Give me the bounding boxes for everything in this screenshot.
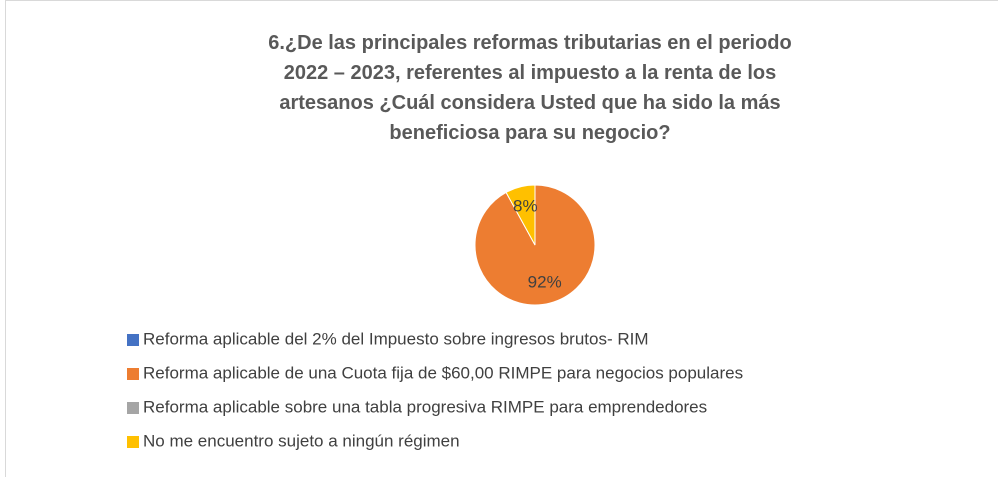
pie-slice [505, 184, 536, 246]
data-label: 92% [528, 272, 562, 291]
legend-swatch [127, 402, 139, 414]
legend-swatch [127, 368, 139, 380]
data-label: 8% [513, 197, 538, 216]
legend-swatch [127, 334, 139, 346]
legend-label: No me encuentro sujeto a ningún régimen [143, 431, 460, 450]
legend-swatch [127, 436, 139, 448]
legend-label: Reforma aplicable de una Cuota fija de $… [143, 363, 743, 382]
legend-label: Reforma aplicable del 2% del Impuesto so… [143, 329, 649, 348]
chart-title: 6.¿De las principales reformas tributari… [268, 32, 792, 144]
legend-label: Reforma aplicable sobre una tabla progre… [143, 397, 707, 416]
